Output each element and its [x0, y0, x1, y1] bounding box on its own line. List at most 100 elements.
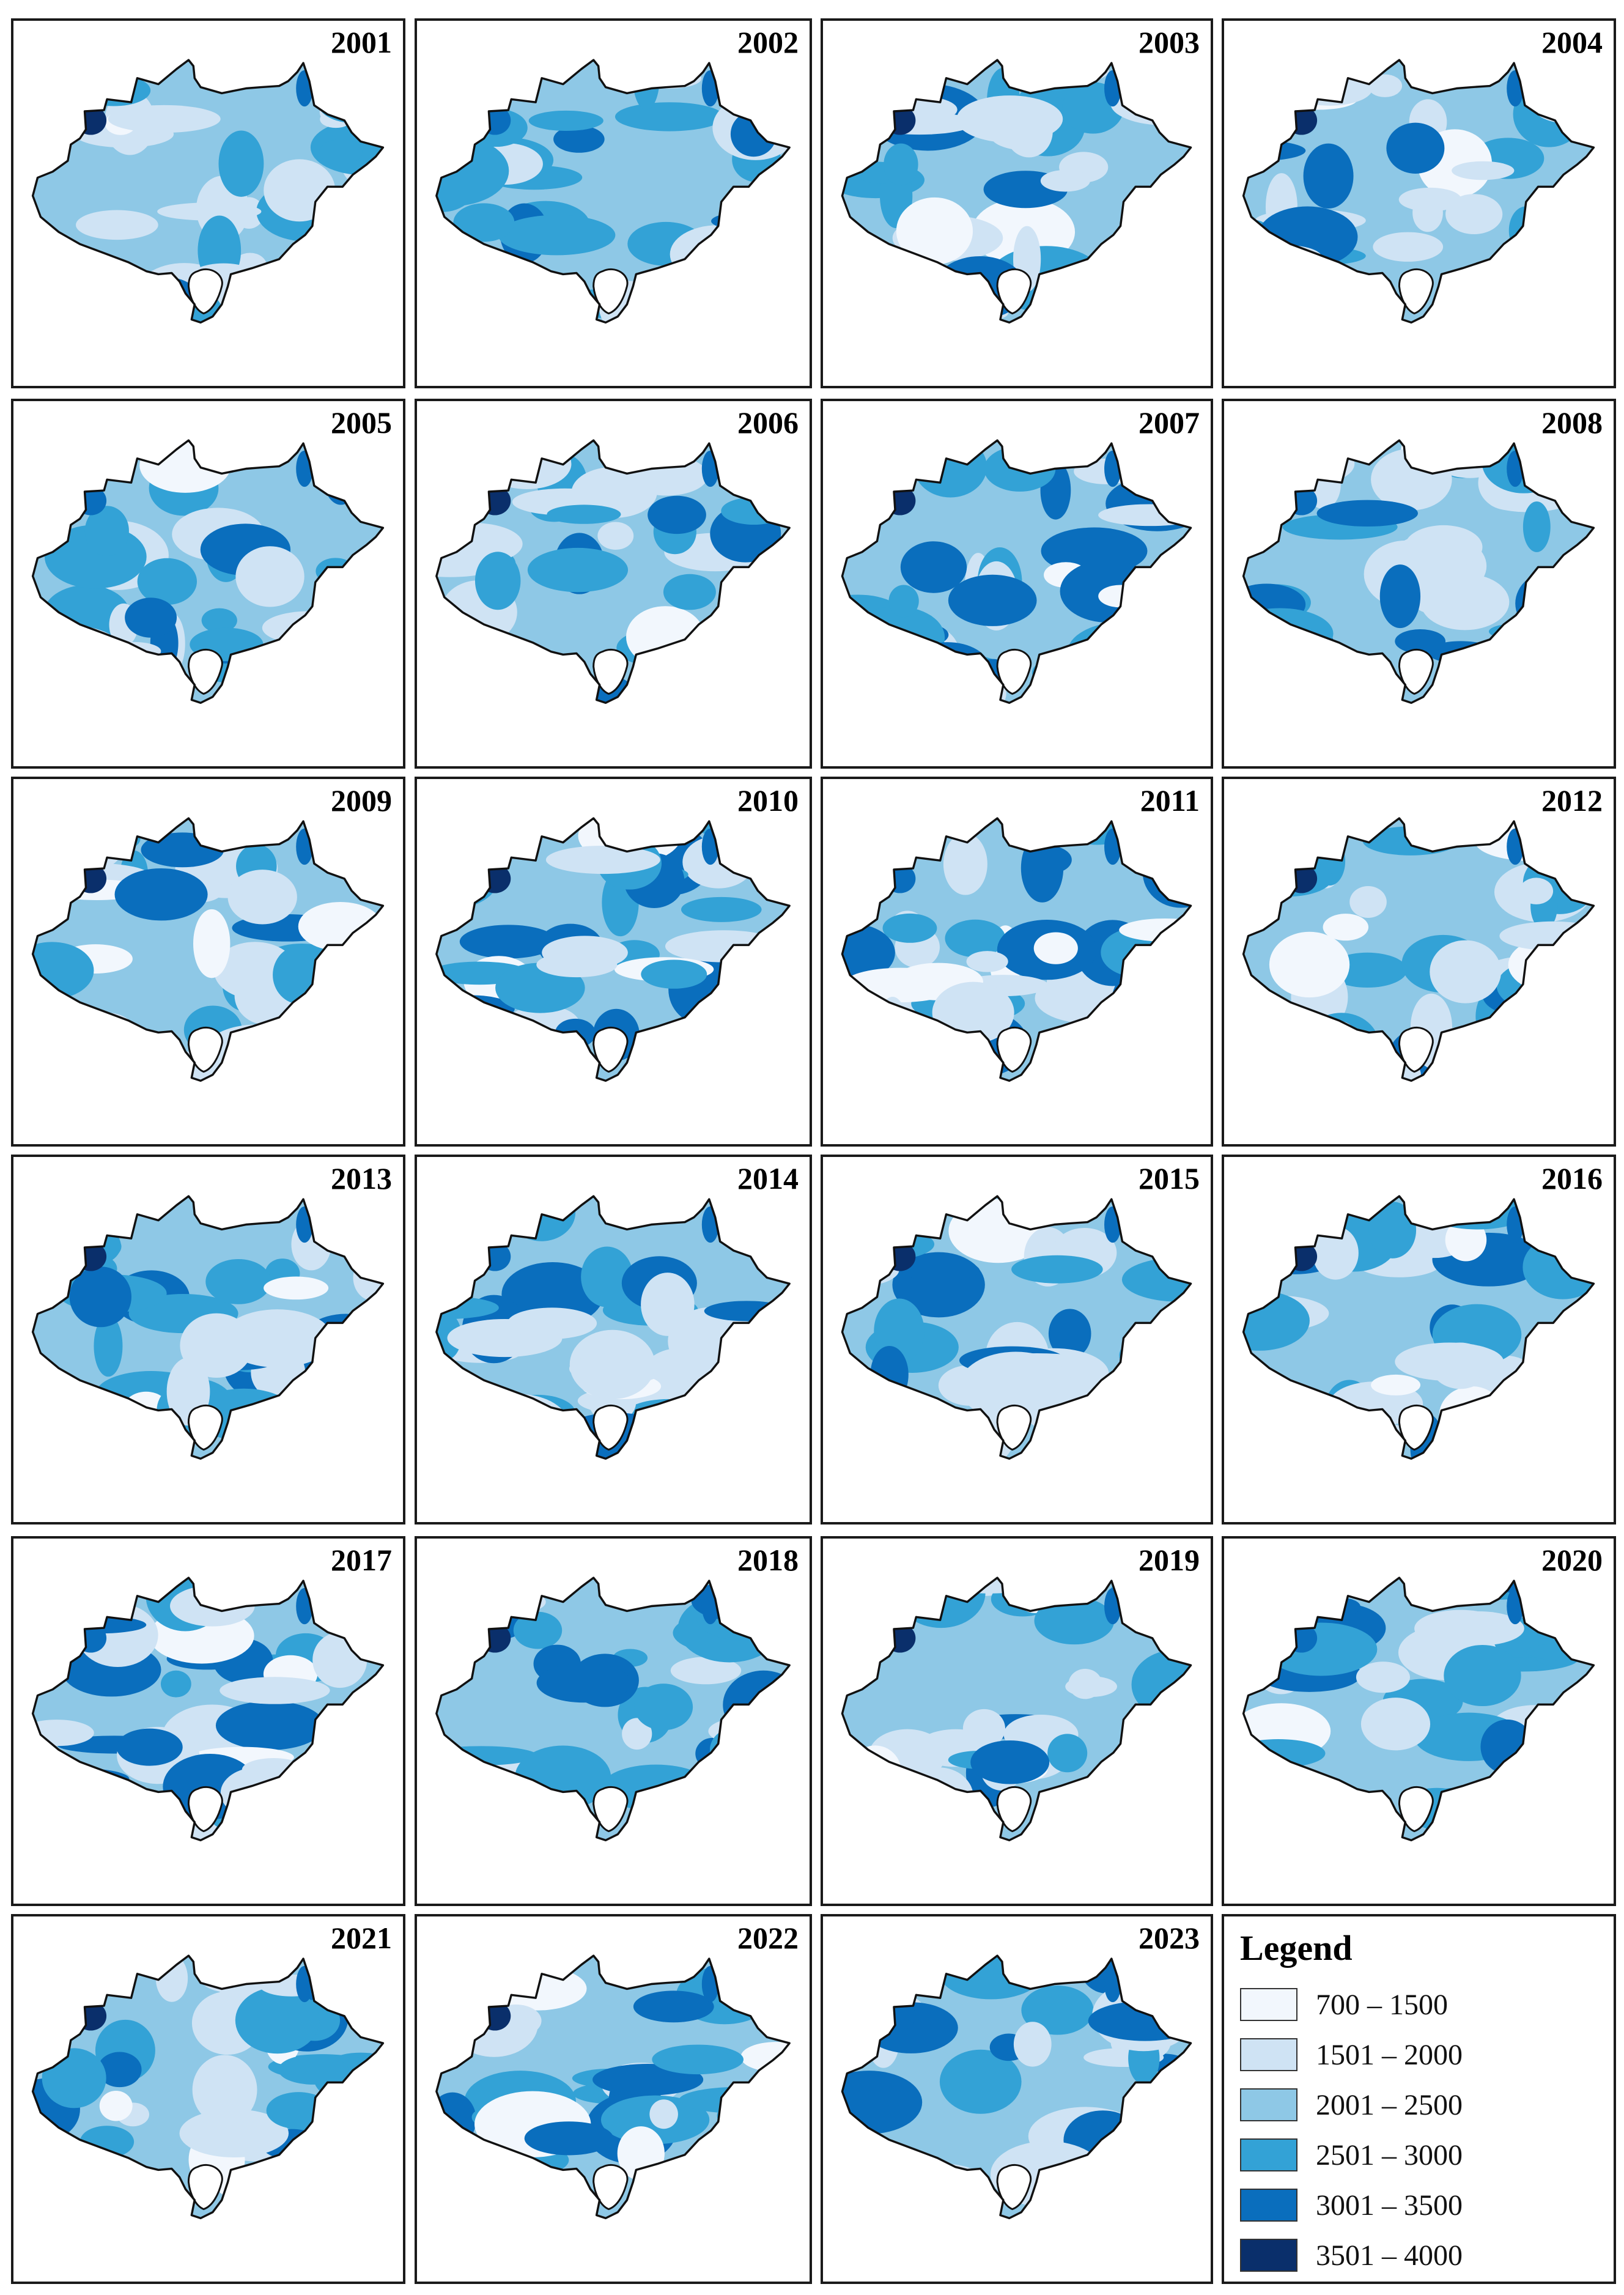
- precipitation-zone: [50, 2181, 99, 2219]
- precipitation-zone: [316, 558, 356, 585]
- precipitation-zone: [694, 2173, 747, 2219]
- precipitation-zone: [320, 849, 349, 873]
- region-boundary-inset: [996, 268, 1032, 315]
- region-boundary: [31, 1576, 385, 1842]
- precipitation-zone: [355, 240, 383, 293]
- precipitation-zone: [317, 1767, 350, 1834]
- legend-swatch: [1240, 2138, 1297, 2171]
- precipitation-zone: [1135, 1207, 1191, 1225]
- region-boundary: [841, 817, 1192, 1082]
- precipitation-zone: [1492, 258, 1558, 323]
- precipitation-zone: [1243, 440, 1311, 475]
- precipitation-zone: [215, 1437, 267, 1459]
- precipitation-map: [435, 1576, 791, 1842]
- precipitation-zone: [711, 210, 790, 232]
- precipitation-zone: [205, 1258, 271, 1304]
- year-label: 2009: [331, 783, 392, 818]
- precipitation-zone: [1033, 932, 1078, 964]
- region-boundary: [435, 59, 791, 324]
- precipitation-zone: [1430, 940, 1502, 1003]
- precipitation-zone: [635, 68, 702, 89]
- map-panel-2021: 2021: [11, 1914, 405, 2284]
- precipitation-zone: [1445, 194, 1503, 235]
- precipitation-zone: [882, 913, 937, 943]
- precipitation-zone: [218, 130, 264, 197]
- precipitation-zone: [734, 2181, 790, 2219]
- precipitation-zone: [1386, 122, 1445, 174]
- precipitation-map: [31, 1576, 385, 1842]
- region-boundary: [841, 1954, 1192, 2220]
- region-boundary: [1242, 817, 1595, 1082]
- precipitation-zone: [32, 625, 120, 671]
- precipitation-zone: [674, 647, 728, 673]
- map-panel-2002: 2002: [415, 18, 812, 388]
- precipitation-zone: [140, 1046, 186, 1081]
- precipitation-zone: [1048, 1309, 1091, 1359]
- precipitation-zone: [76, 1411, 183, 1459]
- precipitation-map: [1242, 817, 1595, 1082]
- year-label: 2010: [737, 783, 799, 818]
- precipitation-zone: [966, 951, 1008, 972]
- legend-swatch: [1240, 2038, 1297, 2071]
- precipitation-zone: [463, 1423, 576, 1443]
- legend-item: 3501 – 4000: [1240, 2237, 1463, 2274]
- precipitation-zone: [108, 105, 221, 133]
- precipitation-zone: [1034, 1597, 1115, 1645]
- region-boundary-inset: [592, 648, 629, 695]
- precipitation-zone: [649, 2099, 678, 2129]
- precipitation-zone: [888, 585, 919, 618]
- precipitation-zone: [1067, 621, 1181, 683]
- precipitation-zone: [1349, 886, 1387, 918]
- legend-range-label: 700 – 1500: [1316, 1988, 1448, 2021]
- year-label: 2011: [1140, 783, 1200, 818]
- precipitation-zone: [701, 1062, 753, 1081]
- precipitation-zone: [939, 1956, 1043, 2000]
- precipitation-map: [435, 439, 791, 704]
- precipitation-zone: [704, 981, 737, 1003]
- precipitation-zone: [317, 79, 383, 124]
- precipitation-zone: [569, 1353, 666, 1384]
- map-panel-2008: 2008: [1222, 399, 1616, 769]
- precipitation-zone: [1371, 1374, 1421, 1395]
- year-label: 2018: [737, 1543, 799, 1577]
- precipitation-zone: [687, 1049, 767, 1077]
- precipitation-zone: [84, 506, 129, 556]
- precipitation-zone: [945, 919, 1006, 958]
- precipitation-zone: [80, 826, 141, 852]
- precipitation-map: [31, 439, 385, 704]
- precipitation-zone: [1032, 654, 1116, 692]
- legend-title: Legend: [1240, 1928, 1353, 1968]
- precipitation-zone: [1517, 607, 1565, 673]
- precipitation-map: [1242, 59, 1595, 324]
- precipitation-zone: [1523, 501, 1551, 552]
- precipitation-zone: [1013, 2022, 1052, 2067]
- precipitation-zone: [344, 639, 383, 660]
- precipitation-zone: [902, 1395, 950, 1452]
- precipitation-map: [841, 59, 1192, 324]
- region-boundary: [31, 1954, 385, 2220]
- legend-swatch: [1240, 2088, 1297, 2121]
- precipitation-zone: [32, 60, 130, 99]
- precipitation-zone: [215, 1701, 325, 1750]
- precipitation-zone: [1515, 1743, 1548, 1805]
- precipitation-zone: [900, 541, 967, 593]
- precipitation-zone: [1248, 70, 1288, 92]
- precipitation-zone: [704, 1301, 790, 1321]
- precipitation-zone: [436, 993, 462, 1019]
- precipitation-zone: [472, 2190, 564, 2216]
- precipitation-map: [435, 1954, 791, 2220]
- precipitation-zone: [895, 660, 932, 687]
- precipitation-map: [841, 439, 1192, 704]
- precipitation-zone: [506, 1050, 542, 1078]
- map-panel-2009: 2009: [11, 777, 405, 1147]
- precipitation-zone: [1243, 61, 1313, 117]
- region-boundary-inset: [187, 1404, 223, 1451]
- precipitation-zone: [888, 2162, 959, 2200]
- precipitation-zone: [536, 1663, 632, 1703]
- region-boundary-inset: [996, 1786, 1032, 1833]
- precipitation-zone: [663, 1794, 771, 1827]
- region-boundary-inset: [187, 648, 223, 695]
- precipitation-zone: [842, 1006, 914, 1030]
- precipitation-zone: [264, 1276, 329, 1300]
- precipitation-zone: [1088, 638, 1159, 691]
